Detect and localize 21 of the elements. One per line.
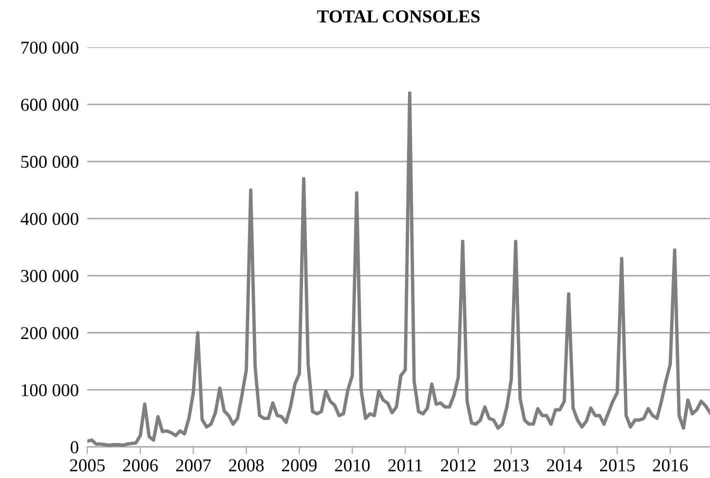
x-tick-label: 2005 [70,459,105,472]
y-tick-label: 300 000 [21,270,78,282]
x-tick-label: 2009 [282,459,317,472]
y-tick-label: 500 000 [21,156,78,168]
x-tick-label: 2016 [652,459,688,472]
x-tick-label: 2011 [388,459,422,472]
y-tick-label: 0 [70,441,78,454]
y-tick-label: 600 000 [21,98,78,111]
chart-title: TOTAL CONSOLES [317,10,480,22]
x-tick-label: 2013 [494,459,529,472]
x-tick-label: 2007 [176,459,211,472]
x-tick-label: 2015 [600,459,635,472]
x-tick-label: 2006 [123,459,158,472]
y-tick-label: 200 000 [21,327,78,340]
y-tick-label: 700 000 [22,42,78,54]
y-tick-label: 400 000 [20,212,78,226]
x-tick-label: 2012 [441,459,476,472]
y-tick-label: 100 000 [22,384,78,396]
x-tick-label: 2014 [547,459,582,472]
x-tick-label: 2008 [229,459,264,472]
x-tick-label: 2010 [335,459,370,472]
